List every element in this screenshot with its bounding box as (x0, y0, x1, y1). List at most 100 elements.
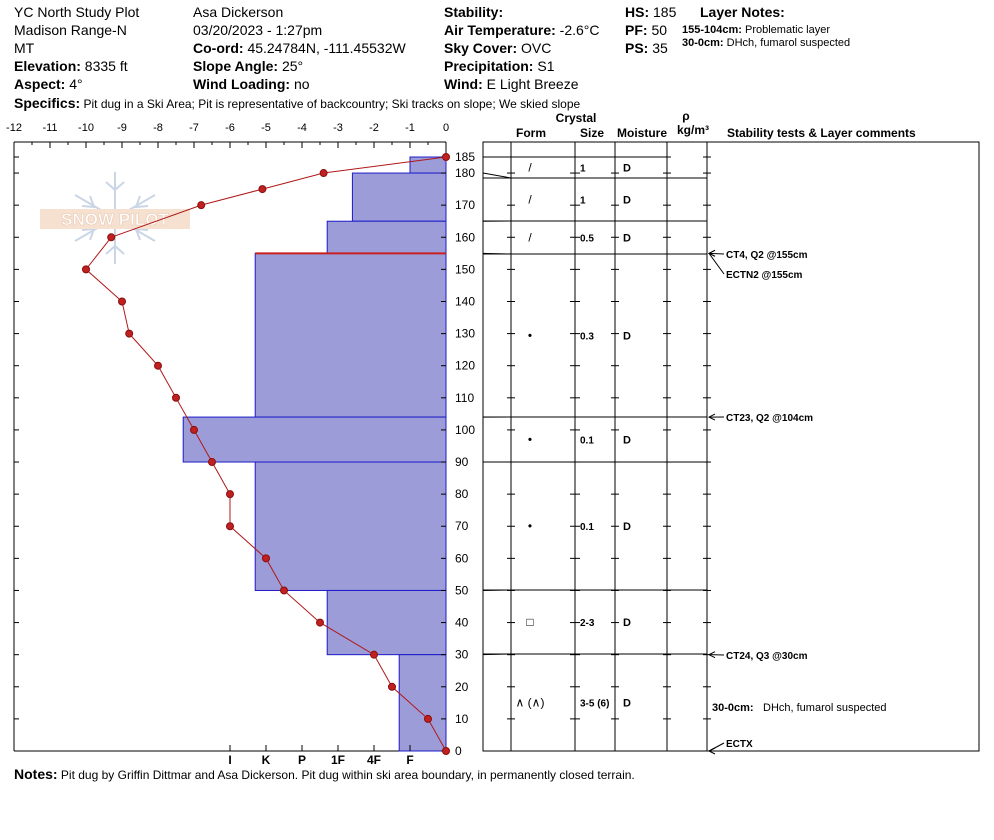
temp-point (226, 522, 234, 531)
layer-moisture: D (623, 195, 631, 207)
depth-tick-label: 30 (455, 648, 469, 662)
temp-point (262, 554, 270, 563)
hardness-bar (326, 589, 447, 656)
layer-form: / (528, 231, 532, 245)
temp-tick-label: 0 (443, 122, 449, 134)
air-temp-label: Air Temperature: (444, 22, 556, 38)
depth-tick-label: 0 (455, 744, 462, 758)
temp-tick-label: -12 (6, 122, 22, 134)
layer-table (482, 141, 980, 752)
slope-row: Slope Angle: 25° (193, 57, 303, 75)
hardness-tick-label: K (262, 753, 271, 767)
stability-tests: CT4, Q2 @155cm ECTN2 @155cm CT23, Q2 @104c… (707, 249, 887, 755)
layer-moisture: D (623, 698, 631, 710)
depth-tick-label: 80 (455, 487, 469, 501)
coord-label: Co-ord: (193, 40, 244, 56)
hardness-bars (182, 156, 447, 752)
layer-moisture: D (623, 617, 631, 629)
hs-row: HS: 185 (625, 3, 676, 21)
aspect-value: 4° (69, 76, 83, 92)
depth-tick-label: 170 (455, 198, 475, 212)
snowpilot-logo: SNOW PILOT (40, 172, 190, 264)
pf-value: 50 (651, 22, 668, 38)
specifics-row: Specifics: Pit dug in a Ski Area; Pit is… (14, 94, 580, 113)
slope-label: Slope Angle: (193, 58, 279, 74)
temp-point (258, 185, 267, 194)
temp-axis-ticks: -12 -11 -10 -9 -8 -7 -6 -5 -4 -3 -2 -1 0 (6, 122, 449, 148)
hardness-tick-label: P (298, 753, 306, 767)
stability-test-arrow (708, 252, 725, 255)
temp-point (154, 361, 162, 370)
stability-arrow-head (707, 747, 716, 755)
layer-note-1-text: Problematic layer (745, 24, 830, 36)
layer-connector (482, 653, 512, 656)
stability-test-label: CT23, Q2 @104cm (726, 413, 813, 424)
elevation-label: Elevation: (14, 58, 81, 74)
observer-name: Asa Dickerson (193, 4, 284, 20)
layer-moisture: D (623, 521, 631, 533)
depth-tick-label: 185 (455, 150, 475, 164)
hardness-tick-label: I (228, 753, 231, 767)
depth-tick-label: 10 (455, 712, 469, 726)
aspect-row: Aspect: 4° (14, 75, 83, 93)
layer-size: 0.5 (580, 234, 594, 245)
temp-point (442, 153, 450, 161)
state-name: MT (14, 40, 35, 56)
ps-label: PS: (625, 40, 649, 56)
specifics-label: Specifics: (14, 95, 81, 111)
stability-arrow-head (707, 249, 716, 257)
temp-tick-label: -6 (225, 122, 235, 134)
temp-point (82, 265, 90, 274)
temp-point (388, 682, 396, 691)
logo-text: SNOW PILOT (61, 210, 169, 229)
temp-tick-label: -10 (78, 122, 94, 134)
layer-table-rows: / 1 D / 1 D / 0.5 D • 0.3 D • 0.1 D • 0.1 D □ 2-3 D ∧ (∧) 3-5 … (483, 156, 707, 710)
depth-tick-label: 50 (455, 583, 469, 597)
hardness-bar (254, 461, 447, 591)
wind-value: E Light Breeze (486, 76, 579, 92)
temp-point (125, 329, 134, 338)
stability-arrow-head (707, 413, 716, 421)
layer-form: • (528, 433, 532, 447)
hardness-tick-label: 4F (367, 753, 381, 767)
air-temp-value: -2.6°C (559, 22, 600, 38)
layer-note-1-range: 155-104cm: (682, 24, 742, 36)
stability-test-label: CT24, Q3 @30cm (726, 651, 808, 662)
depth-tick-label: 20 (455, 680, 469, 694)
depth-tick-label: 110 (455, 391, 474, 405)
wind-loading-value: no (293, 76, 310, 92)
layer-form: / (528, 193, 532, 207)
ps-row: PS: 35 (625, 39, 668, 57)
date-time: 03/20/2023 - 1:27pm (193, 22, 323, 38)
layer-moisture: D (623, 331, 631, 343)
depth-tick-label: 160 (455, 230, 475, 244)
depth-tick-label: 60 (455, 551, 469, 565)
layer-notes-title: Layer Notes: (700, 3, 785, 21)
temperature-profile (82, 153, 450, 755)
ps-value: 35 (652, 40, 668, 56)
layer-connectors (482, 156, 512, 656)
notes-row: Notes: Pit dug by Griffin Dittmar and As… (14, 766, 635, 782)
temp-tick-label: -5 (261, 122, 271, 134)
crystal-header: Crystal (556, 111, 597, 125)
elevation-value: 8335 ft (84, 58, 128, 74)
temp-point (370, 650, 378, 659)
site-name: YC North Study Plot (14, 4, 140, 20)
layer-form: □ (526, 615, 533, 629)
pf-label: PF: (625, 22, 648, 38)
temp-point (319, 169, 328, 178)
logo-band (40, 209, 190, 229)
hs-value: 185 (653, 4, 677, 20)
size-header: Size (580, 126, 604, 140)
wind-row: Wind: E Light Breeze (444, 75, 578, 93)
wind-loading-label: Wind Loading: (193, 76, 291, 92)
temp-point (197, 201, 206, 210)
stability-test-arrow (708, 253, 725, 275)
stability-test-label: CT4, Q2 @155cm (726, 250, 808, 261)
depth-tick-label: 140 (455, 294, 475, 308)
hardness-axis-ticks: I K P 1F 4F F (228, 745, 414, 767)
temp-tick-label: -9 (117, 122, 127, 134)
precip-label: Precipitation: (444, 58, 534, 74)
elevation-row: Elevation: 8335 ft (14, 57, 128, 75)
temp-tick-label: -2 (369, 122, 379, 134)
